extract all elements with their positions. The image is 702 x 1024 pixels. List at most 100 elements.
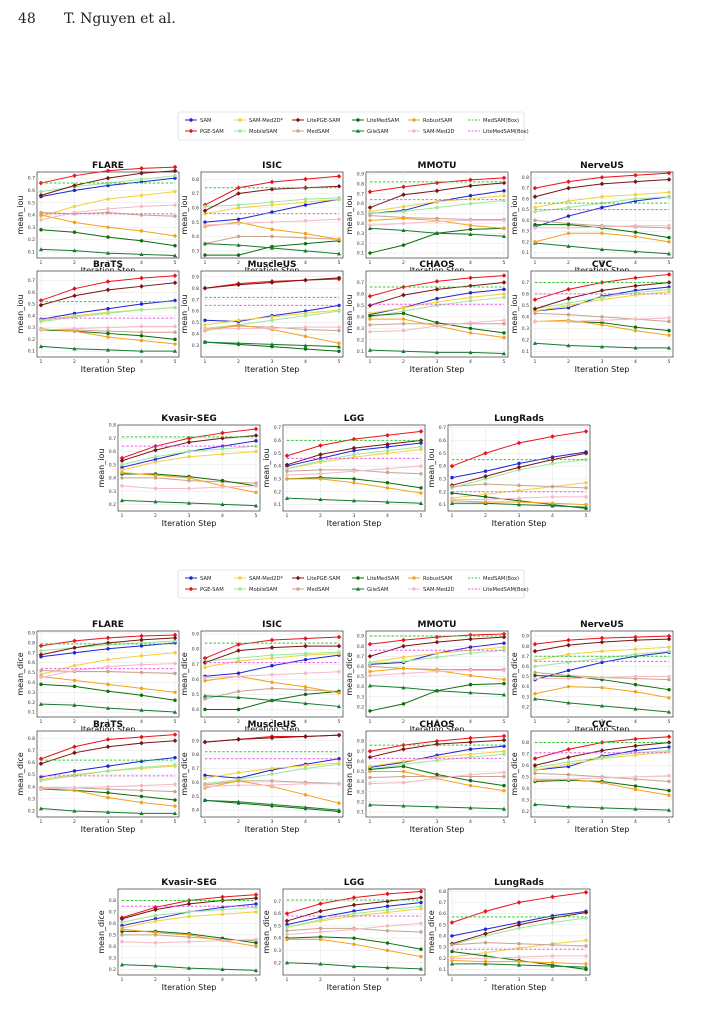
legend-marker (356, 118, 360, 122)
data-point (435, 655, 439, 660)
data-point (106, 689, 110, 693)
data-point (533, 222, 537, 227)
data-point (236, 217, 241, 221)
y-tick-label: 0.6 (28, 660, 35, 666)
data-point (483, 909, 488, 914)
data-point (72, 286, 77, 291)
data-point (153, 457, 158, 462)
series-sam-med2d (368, 770, 506, 786)
data-point (502, 681, 506, 686)
data-point (533, 670, 537, 675)
data-point (532, 341, 538, 345)
y-tick-label: 0.2 (28, 337, 35, 343)
data-point (105, 706, 111, 710)
data-point (285, 466, 289, 471)
data-point (401, 305, 406, 310)
legend-label: SAM (200, 118, 211, 124)
data-point (501, 234, 507, 238)
data-point (401, 746, 406, 752)
data-point (633, 230, 638, 234)
y-tick-label: 0.9 (192, 738, 199, 744)
data-point (139, 338, 144, 343)
legend-marker (238, 118, 242, 122)
data-point (584, 944, 588, 948)
data-point (633, 743, 638, 749)
data-point (39, 778, 43, 783)
x-tick-label: 5 (338, 359, 341, 365)
data-point (483, 477, 488, 481)
data-point (173, 690, 177, 694)
data-point (236, 185, 241, 191)
data-point (120, 462, 124, 467)
data-point (502, 318, 506, 323)
y-tick-label: 0.6 (28, 760, 35, 766)
x-axis-label: Iteration Step (575, 365, 630, 374)
legend-label: LitePGE-SAM (307, 118, 340, 124)
y-tick-label: 0.8 (28, 736, 35, 742)
legend-marker (238, 576, 242, 580)
data-point (336, 344, 342, 349)
y-tick-label: 0.2 (522, 337, 529, 343)
series-sam-med2d (533, 674, 671, 681)
data-point (434, 287, 440, 292)
y-tick-label: 0.7 (357, 191, 364, 197)
data-point (72, 703, 77, 707)
running-author: T. Nguyen et al. (64, 11, 176, 27)
data-point (303, 671, 308, 675)
y-tick-label: 0.3 (192, 343, 199, 349)
data-point (106, 183, 110, 188)
data-point (517, 959, 521, 964)
data-point (270, 234, 274, 239)
y-tick-label: 0.8 (522, 644, 529, 650)
x-tick-label: 3 (271, 359, 274, 365)
y-tick-label: 0.4 (357, 221, 364, 227)
series-mobilesam (120, 905, 258, 924)
y-axis-label: mean_iou (345, 196, 354, 235)
data-point (633, 224, 638, 228)
data-point (566, 804, 571, 809)
data-point (532, 306, 538, 312)
series-mobilesam (533, 287, 671, 311)
legend-item-sam-med2d: SAM-Med2D (408, 587, 455, 593)
y-axis-label: mean_iou (345, 295, 354, 334)
y-tick-label: 0.7 (439, 900, 446, 906)
x-axis-label: Iteration Step (81, 825, 136, 834)
legend-label: GileSAM (367, 129, 389, 135)
y-tick-label: 0.3 (109, 955, 116, 961)
data-point (435, 776, 439, 781)
series-robustsam (533, 684, 671, 700)
data-point (172, 635, 178, 641)
data-point (566, 214, 571, 218)
data-point (318, 452, 323, 457)
legend-marker (412, 129, 416, 133)
series-sam-med2d (285, 921, 423, 937)
legend-item-gilesam: GileSAM (352, 128, 389, 135)
data-point (254, 484, 258, 488)
data-point (483, 931, 488, 936)
data-point (139, 229, 144, 233)
data-point (173, 342, 177, 346)
data-point (173, 639, 177, 643)
data-point (633, 706, 638, 711)
data-point (337, 309, 341, 313)
data-point (401, 349, 406, 353)
data-point (72, 684, 77, 689)
series-litemedsam (39, 682, 177, 702)
data-point (666, 734, 672, 740)
data-point (72, 651, 77, 655)
y-tick-label: 0.1 (522, 349, 529, 355)
data-point (600, 195, 604, 199)
y-tick-label: 0.4 (357, 684, 364, 690)
y-tick-label: 0.2 (357, 799, 364, 805)
x-tick-label: 3 (518, 513, 521, 519)
y-tick-label: 0.1 (274, 502, 281, 508)
data-point (336, 275, 342, 281)
data-point (270, 664, 274, 668)
data-point (566, 179, 571, 184)
data-point (303, 197, 308, 201)
data-point (285, 473, 289, 477)
x-tick-label: 5 (174, 719, 177, 725)
data-point (351, 964, 357, 969)
data-point (368, 669, 372, 674)
